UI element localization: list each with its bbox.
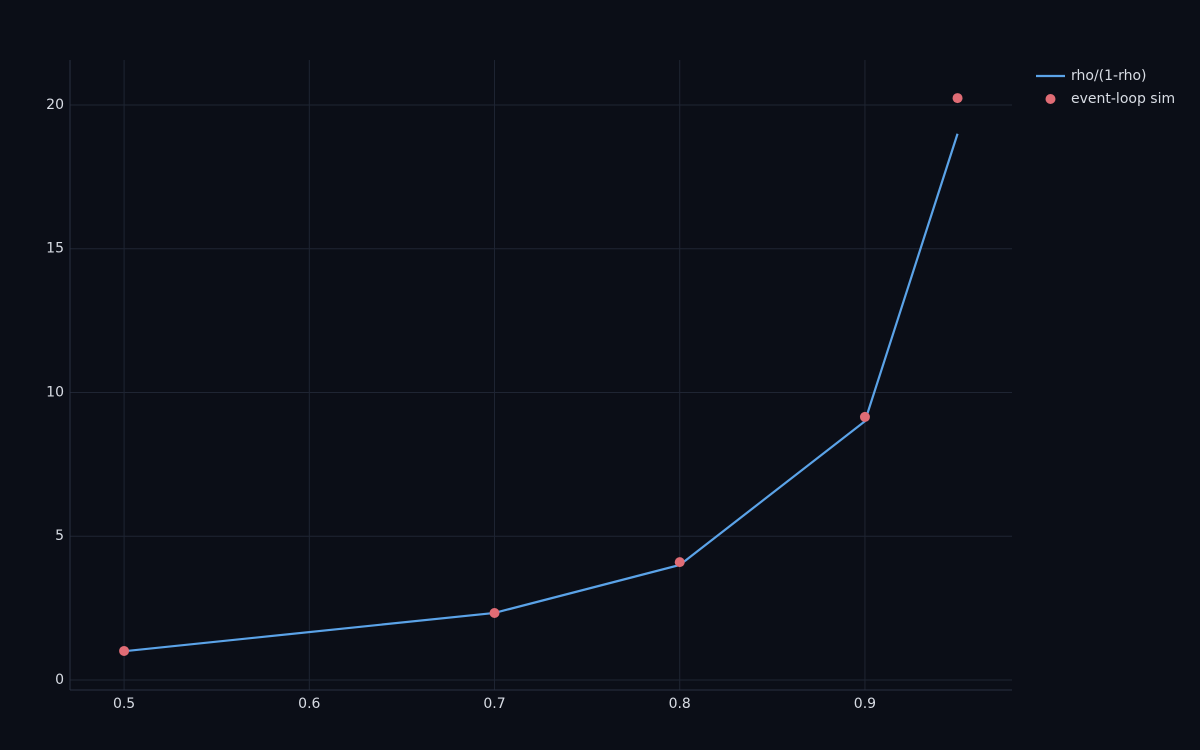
y-tick-label: 20 <box>46 97 64 113</box>
marker <box>859 411 870 422</box>
x-tick-label: 0.9 <box>854 696 876 712</box>
x-tick-label: 0.5 <box>113 696 135 712</box>
y-tick-label: 5 <box>55 528 64 544</box>
marker <box>952 93 963 104</box>
x-tick-label: 0.6 <box>298 696 320 712</box>
legend-label: event-loop sim <box>1071 91 1175 107</box>
y-tick-label: 0 <box>55 672 64 688</box>
y-tick-label: 15 <box>46 241 64 257</box>
marker <box>674 557 685 568</box>
legend-label: rho/(1-rho) <box>1071 68 1147 84</box>
y-tick-label: 10 <box>46 384 64 400</box>
x-tick-label: 0.8 <box>669 696 691 712</box>
x-tick-label: 0.7 <box>483 696 505 712</box>
marker <box>489 608 500 619</box>
legend-swatch <box>1045 94 1056 104</box>
marker <box>119 645 130 656</box>
